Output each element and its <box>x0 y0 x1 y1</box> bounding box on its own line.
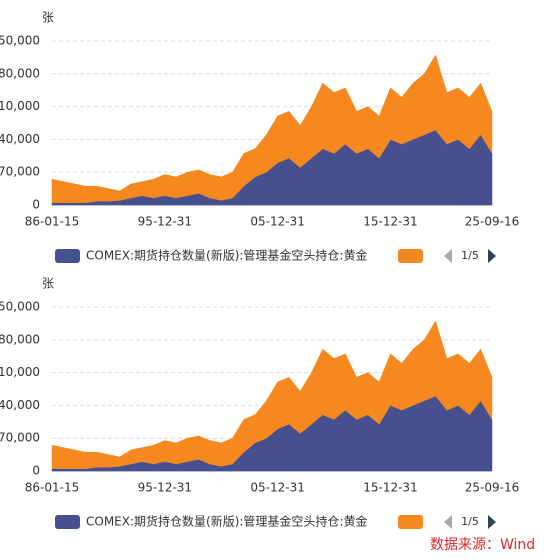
y-axis-label: 张 <box>42 11 54 25</box>
area <box>51 320 493 469</box>
legend-swatch <box>55 515 80 529</box>
y-tick-label: 70,000 <box>0 165 40 179</box>
y-tick-label: 70,000 <box>0 431 40 445</box>
y-tick-label: 0 <box>32 464 40 478</box>
area <box>51 54 493 203</box>
legend-swatch <box>398 249 423 263</box>
legend-next[interactable] <box>488 515 496 529</box>
y-tick-label: 140,000 <box>0 132 40 146</box>
y-tick-label: 350,000 <box>0 34 40 48</box>
legend-label: COMEX:期货持仓数量(新版):管理基金空头持仓:黄金 <box>86 514 367 529</box>
x-tick-label: 95-12-31 <box>138 481 192 495</box>
legend-swatch <box>398 515 423 529</box>
legend-prev[interactable] <box>444 249 452 263</box>
x-tick-label: 25-09-16 <box>465 481 519 495</box>
x-tick-label: 95-12-31 <box>138 215 192 229</box>
legend-prev[interactable] <box>444 515 452 529</box>
x-tick-label: 86-01-15 <box>25 481 79 495</box>
y-tick-label: 140,000 <box>0 398 40 412</box>
source: 数据来源：Wind <box>430 537 535 553</box>
y-tick-label: 350,000 <box>0 300 40 314</box>
legend-next[interactable] <box>488 249 496 263</box>
y-tick-label: 210,000 <box>0 99 40 113</box>
y-axis-label: 张 <box>42 277 54 291</box>
x-tick-label: 86-01-15 <box>25 215 79 229</box>
x-tick-label: 15-12-31 <box>363 481 417 495</box>
y-tick-label: 0 <box>32 198 40 212</box>
legend-page: 1/5 <box>461 515 479 528</box>
x-tick-label: 25-09-16 <box>465 215 519 229</box>
x-tick-label: 05-12-31 <box>250 215 304 229</box>
legend-swatch <box>55 249 80 263</box>
legend-page: 1/5 <box>461 249 479 262</box>
x-tick-label: 05-12-31 <box>250 481 304 495</box>
y-tick-label: 280,000 <box>0 332 40 346</box>
legend-label: COMEX:期货持仓数量(新版):管理基金空头持仓:黄金 <box>86 248 367 263</box>
y-tick-label: 280,000 <box>0 66 40 80</box>
y-tick-label: 210,000 <box>0 365 40 379</box>
x-tick-label: 15-12-31 <box>363 215 417 229</box>
